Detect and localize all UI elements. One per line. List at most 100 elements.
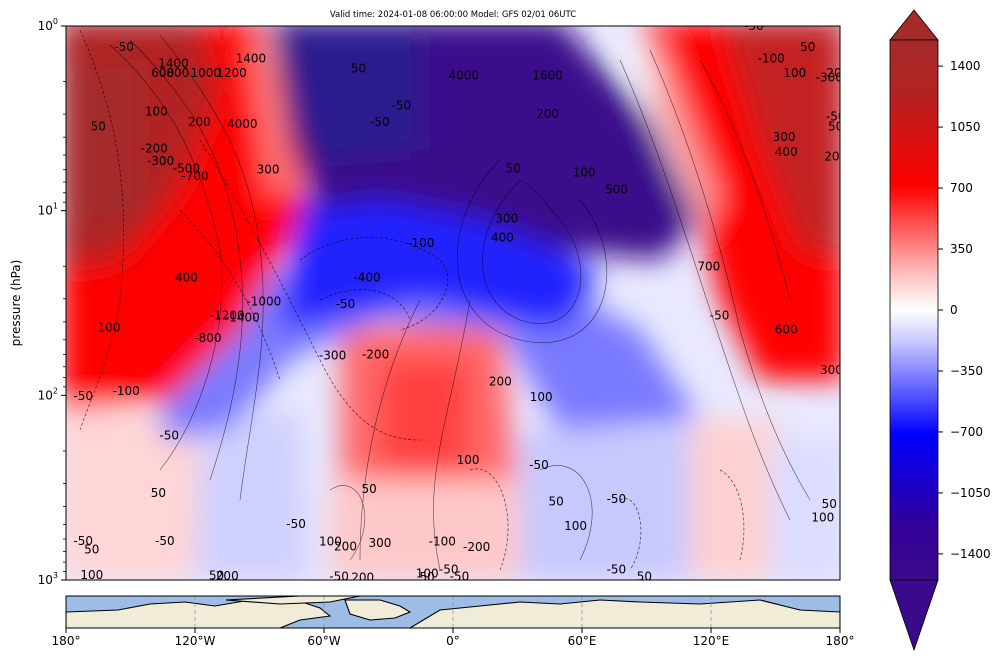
contour-label: 100 — [530, 390, 553, 404]
colorbar-tick-label: 1400 — [950, 59, 981, 73]
contour-label: 50 — [420, 570, 435, 584]
colorbar-ticks: 1400 1050 700 350 0 −350 −700 −1050 −1400 — [938, 59, 991, 561]
contour-label: -300 — [147, 154, 174, 168]
contour-label: -1200 — [210, 309, 245, 323]
colorbar-tick-label: 350 — [950, 242, 973, 256]
colorbar-tick-label: 700 — [950, 181, 973, 195]
x-tick-label: 120°E — [693, 634, 730, 648]
contour-label: 500 — [605, 183, 628, 197]
chart-title: Valid time: 2024-01-08 06:00:00 Model: G… — [330, 10, 576, 20]
contour-label: 700 — [697, 259, 720, 273]
y-tick-exponent: 0 — [53, 17, 58, 26]
contour-label: 200 — [188, 115, 211, 129]
contour-label: 50 — [549, 494, 564, 508]
contour-label: 1400 — [236, 52, 267, 66]
contour-label: -400 — [353, 270, 380, 284]
contour-label: 100 — [80, 568, 103, 582]
contour-label: -50 — [155, 534, 175, 548]
contour-label: 100 — [457, 453, 480, 467]
contour-label: 50 — [506, 161, 521, 175]
contour-label: -200 — [362, 347, 389, 361]
contour-label: 200 — [351, 571, 374, 585]
colorbar-extend-bottom — [889, 579, 939, 652]
contour-label: -50 — [439, 562, 459, 576]
contour-label: -500 — [173, 161, 200, 175]
contour-label: -1400 — [225, 311, 260, 325]
y-tick-exponent: 1 — [53, 202, 58, 211]
contour-label: 200 — [536, 107, 559, 121]
contour-label: 300 — [368, 536, 391, 550]
contour-label: 400 — [175, 270, 198, 284]
contour-label: -50 — [607, 492, 627, 506]
contour-label: -200 — [141, 141, 168, 155]
x-tick-label: 0° — [446, 634, 460, 648]
y-tick-label: 100 — [38, 17, 58, 33]
colorbar-tick-label: 0 — [950, 303, 958, 317]
y-tick-exponent: 3 — [53, 571, 58, 580]
x-tick-label: 180° — [52, 634, 81, 648]
contour-label: 800 — [166, 66, 189, 80]
colorbar-tick-label: 1050 — [950, 120, 981, 134]
contour-label: -300 — [816, 70, 843, 84]
x-tick-label: 60°W — [307, 634, 340, 648]
contour-label: -50 — [529, 458, 549, 472]
contour-label: 50 — [800, 40, 815, 54]
contour-label: -100 — [758, 52, 785, 66]
plot-frame — [65, 25, 841, 581]
contour-label: -100 — [113, 384, 140, 398]
contour-label: -50 — [710, 309, 730, 323]
contour-label: 200 — [334, 540, 357, 554]
contour-label: 100 — [573, 165, 596, 179]
x-tick-label: 180° — [826, 634, 855, 648]
contour-label: -50 — [73, 534, 93, 548]
contour-label: 300 — [820, 363, 843, 377]
contour-label: -300 — [319, 349, 346, 363]
contour-label: -50 — [114, 40, 134, 54]
contour-label: 4000 — [448, 68, 479, 82]
contour-label: -50 — [826, 110, 846, 124]
contour-label: 1400 — [158, 57, 189, 71]
contour-label: 4000 — [227, 117, 258, 131]
contour-label: 300 — [257, 163, 280, 177]
y-tick-base: 10 — [38, 19, 53, 33]
contour-label: 200 — [489, 374, 512, 388]
contour-label: 50 — [362, 482, 377, 496]
colorbar-tick-label: −1400 — [950, 547, 991, 561]
contour-label: -50 — [73, 389, 93, 403]
contour-label: 100 — [564, 519, 587, 533]
contour-label: 50 — [351, 62, 366, 76]
contour-label: -50 — [286, 517, 306, 531]
contour-label: -50 — [392, 99, 412, 113]
contour-label: 100 — [98, 321, 121, 335]
contour-label: 600 — [775, 322, 798, 336]
contour-label: 50 — [151, 486, 166, 500]
contour-label: -50 — [159, 428, 179, 442]
x-axis: 180° 120°W 60°W 0° 60°E 120°E 180° — [52, 628, 855, 648]
contour-label: 400 — [775, 145, 798, 159]
contour-label: -50 — [370, 115, 390, 129]
contour-label: 1000 — [190, 66, 221, 80]
contour-label: 300 — [495, 211, 518, 225]
colorbar-body — [889, 39, 939, 581]
contour-label: -50 — [744, 19, 764, 33]
contour-label: -50 — [450, 570, 470, 584]
y-tick-base: 10 — [38, 573, 53, 587]
contour-label: 400 — [491, 231, 514, 245]
contour-label: 50 — [637, 570, 652, 584]
map-strip — [65, 595, 841, 629]
colorbar-tick-label: −350 — [950, 364, 983, 378]
contour-label: 200 — [216, 569, 239, 583]
colorbar: 1400 1050 700 350 0 −350 −700 −1050 −1400 — [889, 9, 991, 652]
contour-label: 1600 — [532, 68, 563, 82]
contour-label: -100 — [407, 236, 434, 250]
y-tick-label: 103 — [38, 571, 58, 587]
y-axis-label: pressure (hPa) — [9, 260, 23, 347]
contour-label: -50 — [329, 570, 349, 584]
contour-label: 50 — [822, 497, 837, 511]
x-tick-label: 60°E — [568, 634, 597, 648]
contour-label: 50 — [828, 119, 843, 133]
contour-label: 1200 — [216, 66, 247, 80]
y-tick-exponent: 2 — [53, 386, 58, 395]
